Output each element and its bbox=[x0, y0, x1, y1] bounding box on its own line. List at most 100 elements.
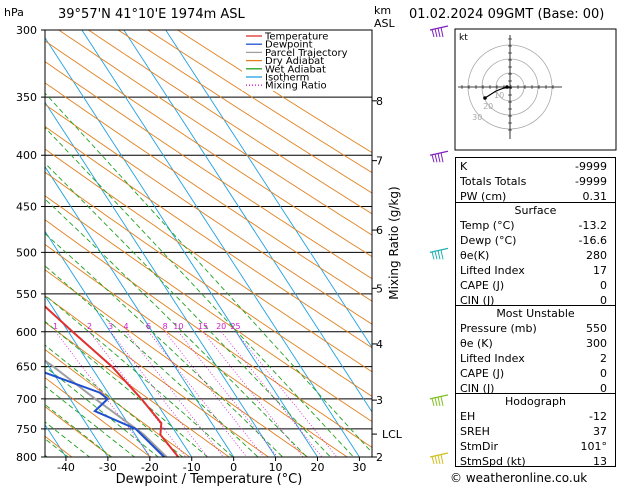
dry-adiabat-line bbox=[45, 405, 112, 457]
dry-adiabat-line bbox=[45, 103, 372, 325]
pressure-tick-label: 300 bbox=[16, 24, 37, 37]
surface-temp-label: Temp (°C) bbox=[460, 219, 515, 232]
wind-barb-flag bbox=[431, 251, 435, 260]
mu-cin-label: CIN (J) bbox=[460, 382, 495, 395]
temperature-tick-label: 20 bbox=[311, 461, 325, 474]
surface-cape-label: CAPE (J) bbox=[460, 279, 505, 292]
temperature-tick-label: -40 bbox=[57, 461, 75, 474]
wind-barb bbox=[429, 394, 449, 400]
mixing-ratio-value-label: 20 bbox=[216, 322, 226, 331]
wet-adiabat-line bbox=[45, 198, 308, 457]
surface-li-value: 17 bbox=[593, 264, 607, 277]
mu-cape-label: CAPE (J) bbox=[460, 367, 505, 380]
wet-adiabat-line bbox=[45, 92, 372, 454]
mixing-ratio-line bbox=[148, 331, 248, 457]
height-tick-label: 6 bbox=[376, 224, 383, 237]
wet-adiabat-line bbox=[45, 294, 234, 457]
surface-cin-value: 0 bbox=[600, 294, 607, 307]
dry-adiabat-line bbox=[45, 195, 372, 423]
dry-adiabat-line bbox=[45, 377, 152, 457]
totals-totals-row: Totals Totals -9999 bbox=[456, 174, 615, 189]
mu-cin-value: 0 bbox=[600, 382, 607, 395]
height-tick-label: 8 bbox=[376, 95, 383, 108]
sreh-label: SREH bbox=[460, 425, 490, 438]
isotherm-line bbox=[45, 230, 193, 457]
dry-adiabat-line bbox=[87, 30, 372, 215]
isotherm-line bbox=[45, 37, 318, 457]
height-tick-label: 2 bbox=[376, 451, 383, 464]
plot-frame bbox=[44, 29, 373, 458]
wind-barb-flag bbox=[434, 397, 438, 406]
pressure-tick-label: 600 bbox=[16, 326, 37, 339]
hodograph-ring-label: 30 bbox=[472, 113, 482, 122]
pw-row: PW (cm) 0.31 bbox=[456, 189, 615, 204]
mixing-ratio-line bbox=[164, 331, 265, 457]
wet-adiabat-line bbox=[45, 265, 259, 457]
hodograph-ring-label: 20 bbox=[483, 102, 493, 111]
hodograph-table-panel: Hodograph EH -12 SREH 37 StmDir 101° StmSpd… bbox=[455, 393, 616, 468]
dry-adiabat-line bbox=[117, 30, 372, 194]
pressure-tick-label: 550 bbox=[16, 288, 37, 301]
wet-adiabat-line bbox=[45, 162, 332, 457]
pressure-tick-label: 800 bbox=[16, 451, 37, 464]
temperature-tick-label: 30 bbox=[352, 461, 366, 474]
wind-barb-flag bbox=[434, 153, 438, 163]
pressure-tick-label: 750 bbox=[16, 423, 37, 436]
mu-theta-label: θe (K) bbox=[460, 337, 493, 350]
legend-entry: Temperature bbox=[264, 32, 328, 43]
dry-adiabat-line bbox=[45, 243, 348, 457]
dry-adiabat-line bbox=[45, 82, 372, 302]
wind-barb-flag bbox=[437, 396, 441, 406]
x-axis-label: Dewpoint / Temperature (°C) bbox=[116, 472, 303, 486]
mixing-ratio-line bbox=[110, 331, 208, 457]
hodograph-table-header: Hodograph bbox=[505, 395, 566, 408]
height-tick-label: 5 bbox=[376, 282, 383, 295]
pressure-tick-label: 400 bbox=[16, 149, 37, 162]
legend-entry: Dry Adiabat bbox=[265, 56, 324, 67]
hodograph-storm-motion bbox=[505, 85, 509, 89]
mixing-ratio-line bbox=[220, 331, 323, 457]
dry-adiabat-line bbox=[45, 435, 73, 457]
mu-pressure-label: Pressure (mb) bbox=[460, 322, 537, 335]
surface-header: Surface bbox=[514, 204, 557, 217]
wind-barb-flag bbox=[440, 454, 444, 465]
surface-theta-value: 280 bbox=[586, 249, 607, 262]
wind-barb-flag bbox=[437, 454, 441, 465]
wind-barb-flag bbox=[434, 251, 438, 260]
indices-panel: K -9999 Totals Totals -9999 PW (cm) 0.31 bbox=[455, 157, 616, 204]
mixing-ratio-value-label: 8 bbox=[163, 322, 168, 331]
isotherm-line bbox=[45, 165, 235, 457]
mixing-ratio-value-label: 25 bbox=[230, 322, 240, 331]
k-index-value: -9999 bbox=[575, 160, 607, 173]
stmdir-label: StmDir bbox=[460, 440, 499, 453]
surface-temp-value: -13.2 bbox=[578, 219, 607, 232]
dry-adiabat-line bbox=[45, 171, 372, 397]
surface-cin-label: CIN (J) bbox=[460, 294, 495, 307]
surface-cape-value: 0 bbox=[600, 279, 607, 292]
height-unit-label-km: km bbox=[374, 4, 391, 17]
dry-adiabat-line bbox=[45, 148, 372, 373]
mixing-ratio-line bbox=[125, 331, 224, 457]
wind-barb-flag bbox=[431, 398, 435, 406]
mixing-ratio-value-label: 2 bbox=[87, 322, 92, 331]
wet-adiabat-line bbox=[45, 126, 355, 457]
surface-panel: Surface Temp (°C) -13.2 Dewp (°C) -16.6 θe… bbox=[455, 202, 616, 307]
pressure-tick-label: 700 bbox=[16, 393, 37, 406]
dry-adiabat-line bbox=[45, 125, 372, 349]
isotherm-line bbox=[123, 30, 372, 413]
height-tick-label: LCL bbox=[382, 428, 403, 441]
wet-adiabat-line bbox=[45, 233, 284, 457]
height-tick-label: 7 bbox=[376, 155, 383, 168]
wind-barb-flag bbox=[431, 154, 435, 163]
k-index-row: K -9999 bbox=[456, 159, 615, 174]
pressure-tick-label: 650 bbox=[16, 361, 37, 374]
wind-barb-flag bbox=[440, 249, 444, 260]
sreh-value: 37 bbox=[593, 425, 607, 438]
dry-adiabat-line bbox=[45, 40, 372, 258]
mu-li-value: 2 bbox=[600, 352, 607, 365]
surface-dewp-value: -16.6 bbox=[578, 234, 607, 247]
legend-entry: Wet Adiabat bbox=[265, 64, 326, 75]
temperature-tick-label: -20 bbox=[141, 461, 159, 474]
wind-barb-flag bbox=[434, 28, 438, 38]
